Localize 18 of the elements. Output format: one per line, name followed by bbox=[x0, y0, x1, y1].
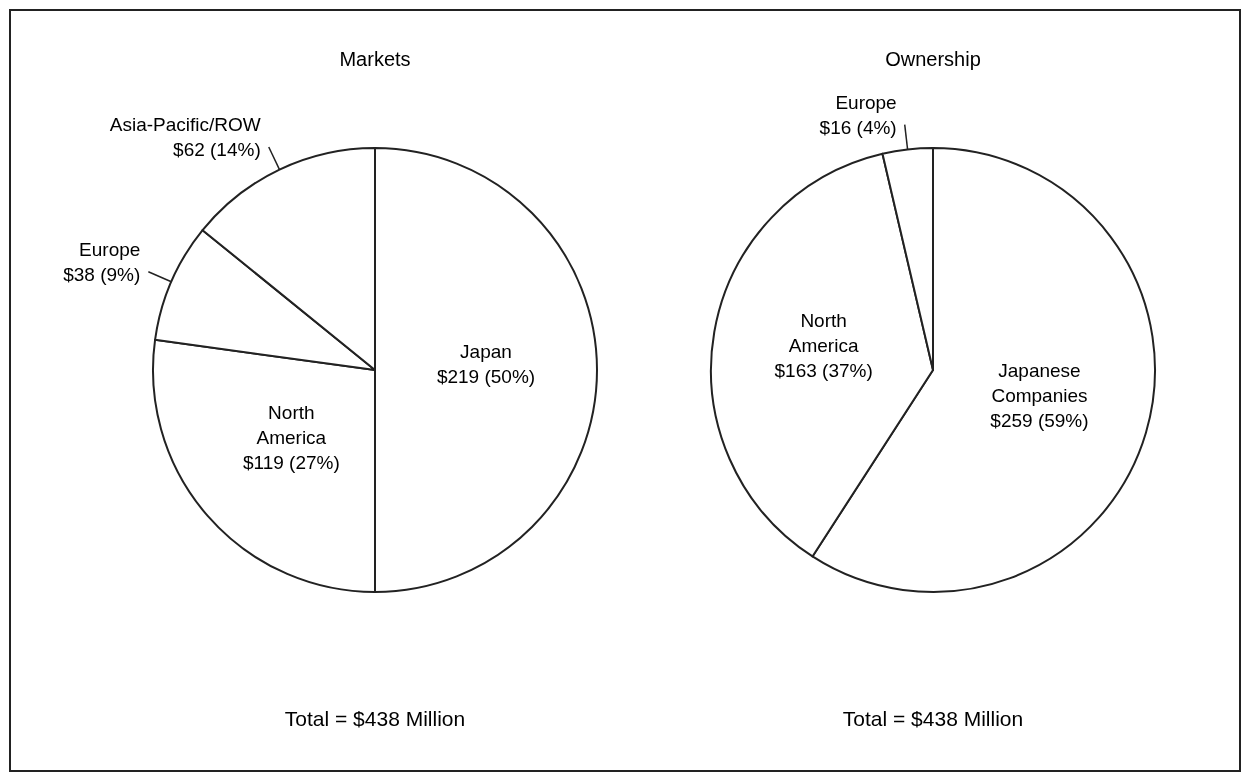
data-label: $259 (59%) bbox=[990, 410, 1089, 432]
chart-title: Markets bbox=[339, 48, 411, 70]
data-label: $16 (4%) bbox=[819, 116, 897, 138]
slice-label: Europe bbox=[835, 91, 897, 113]
chart-title: Ownership bbox=[885, 48, 981, 70]
slice-label: North America bbox=[256, 401, 327, 448]
data-label: $219 (50%) bbox=[436, 366, 536, 387]
slice-label: Japanese Companies bbox=[991, 360, 1088, 407]
data-label: $62 (14%) bbox=[173, 139, 261, 161]
data-label: $163 (37%) bbox=[774, 359, 873, 381]
text: Total = $438 Million bbox=[842, 707, 1024, 730]
slice-label: Asia-Pacific/ROW bbox=[109, 114, 261, 136]
slice-label: North America bbox=[788, 309, 859, 356]
slice-label: Japan bbox=[460, 341, 512, 362]
slice-label: Europe bbox=[79, 238, 141, 260]
data-label: $119 (27%) bbox=[242, 451, 340, 473]
text: Total = $438 Million bbox=[284, 707, 466, 730]
data-label: $38 (9%) bbox=[63, 263, 141, 285]
